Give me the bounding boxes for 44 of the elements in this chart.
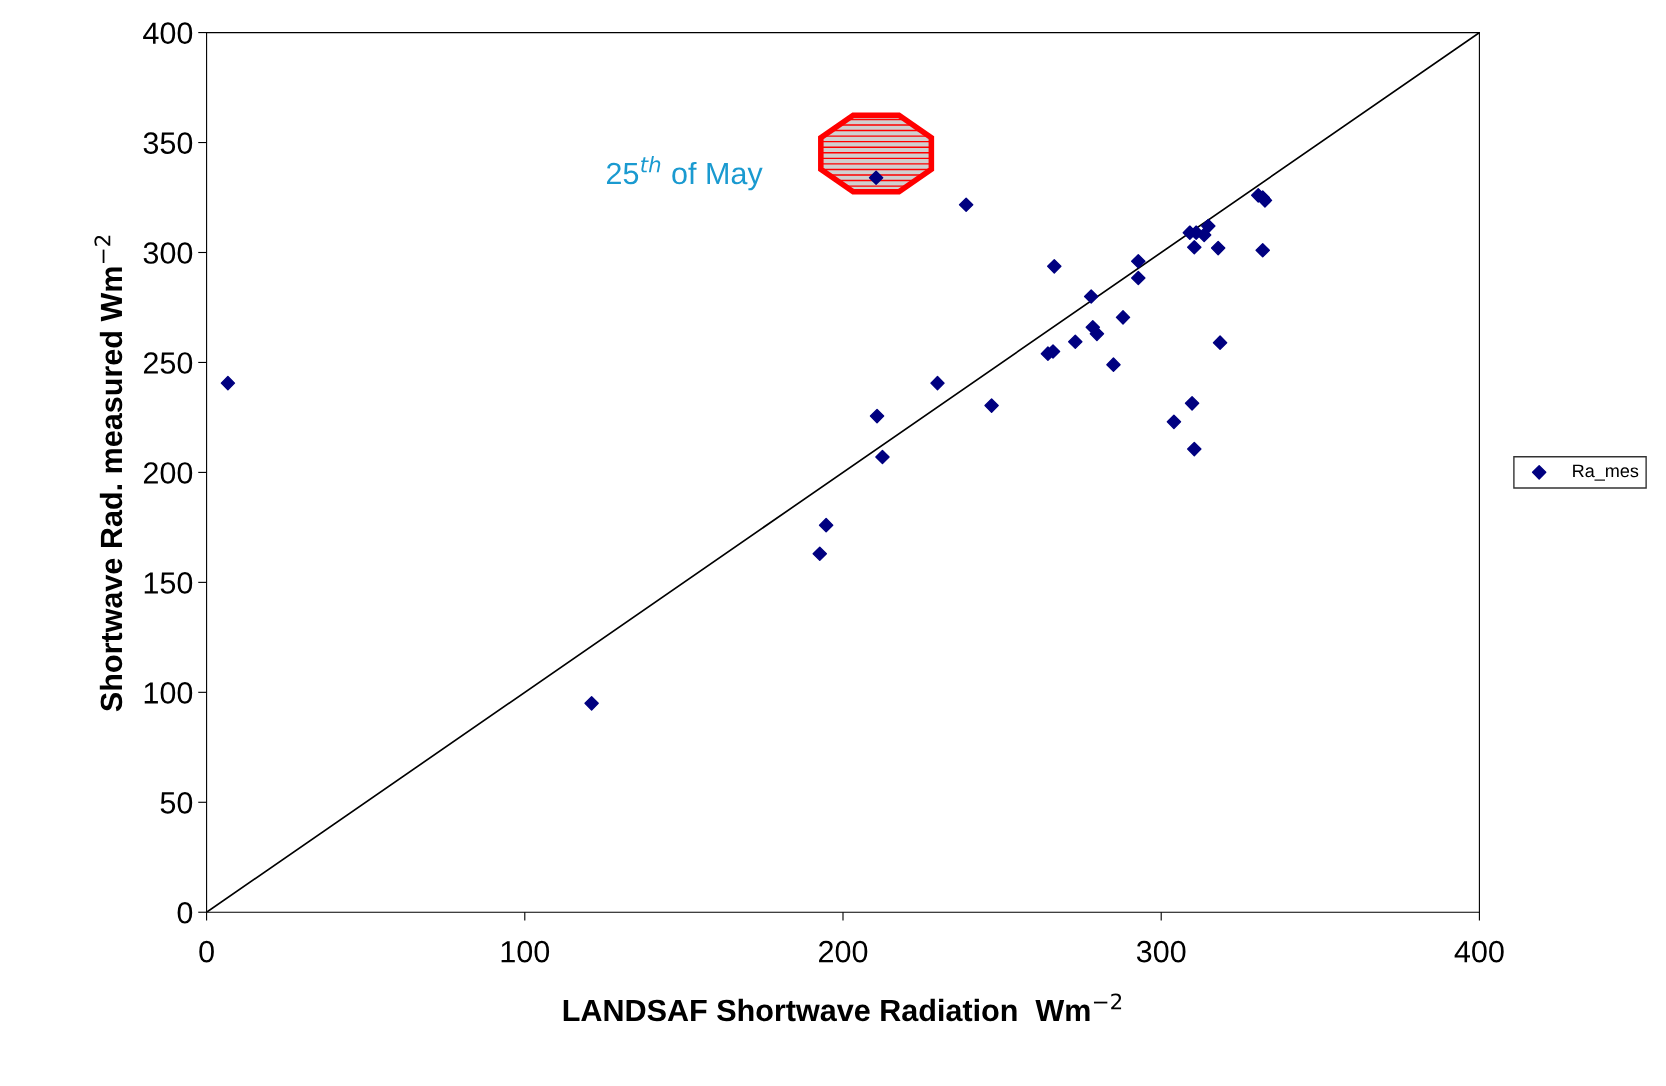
x-tick-label: 300 (1136, 940, 1186, 963)
x-axis-title: LANDSAF Shortwave Radiation Wm$^{−2}$ (563, 993, 1122, 1022)
point (220, 375, 236, 391)
x-tick-label: 100 (501, 940, 550, 963)
point (818, 517, 834, 533)
point (1115, 310, 1131, 325)
y-tick-label: 0 (177, 901, 193, 924)
y-tick-label: 400 (143, 22, 193, 44)
point (1166, 414, 1182, 430)
point (1184, 396, 1200, 411)
x-tick-label: 200 (819, 940, 868, 963)
x-tick-label: 0 (199, 940, 214, 963)
point (1089, 326, 1105, 342)
point (1083, 289, 1099, 304)
point (1106, 357, 1121, 372)
point (1212, 335, 1228, 350)
point (812, 546, 828, 562)
y-tick-label: 300 (143, 242, 193, 264)
annotation: 25$^{th}$ of May (606, 156, 763, 191)
y-tick-label: 100 (144, 682, 193, 704)
point (1187, 239, 1202, 255)
point (1255, 243, 1270, 258)
point (984, 398, 999, 413)
point (869, 408, 885, 424)
point (1210, 240, 1226, 256)
point (1201, 218, 1216, 234)
point (1068, 334, 1083, 350)
point (930, 375, 945, 391)
y-tick-label: 50 (160, 792, 193, 814)
point (1131, 270, 1146, 286)
point (868, 170, 884, 186)
y-tick-label: 200 (143, 462, 193, 484)
legend-label: Ra_mes (1573, 464, 1639, 481)
point (1131, 254, 1146, 269)
point (584, 696, 599, 711)
y-tick-label: 350 (143, 132, 193, 154)
y-axis-title: Shortwave Rad. measured Wm$^{−2}$ (94, 235, 123, 712)
y-tick-label: 150 (144, 572, 193, 594)
y-tick-label: 250 (143, 352, 193, 374)
point (1047, 259, 1062, 274)
point (958, 197, 974, 213)
point (1187, 441, 1202, 457)
x-tick-label: 400 (1454, 940, 1504, 963)
point (875, 449, 890, 465)
